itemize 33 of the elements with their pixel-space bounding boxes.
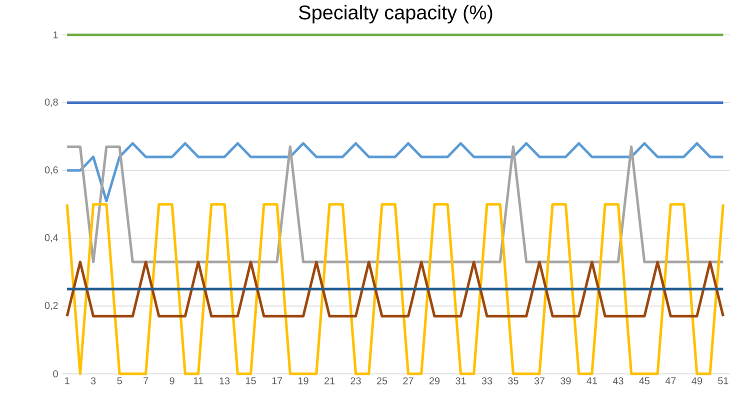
- x-tick-label: 51: [718, 377, 728, 384]
- x-tick-label: 39: [560, 377, 571, 384]
- x-tick-label: 21: [324, 377, 335, 384]
- x-tick-label: 17: [272, 377, 282, 384]
- x-tick-label: 27: [403, 377, 414, 384]
- x-tick-label: 19: [298, 377, 308, 384]
- x-tick-label: 43: [612, 377, 624, 384]
- y-tick-label: 0,4: [44, 234, 58, 242]
- x-tick-label: 3: [90, 377, 96, 384]
- x-tick-label: 7: [144, 377, 148, 384]
- x-tick-label: 35: [508, 377, 518, 384]
- x-tick-label: 49: [692, 377, 702, 384]
- y-tick-label: 0,6: [44, 166, 58, 175]
- x-tick-label: 47: [665, 377, 676, 384]
- x-tick-label: 31: [456, 377, 466, 384]
- x-tick-label: 11: [194, 377, 203, 384]
- y-tick-label: 1: [54, 32, 58, 38]
- x-tick-label: 37: [534, 377, 544, 384]
- y-tick-label: 0,2: [44, 302, 58, 310]
- x-tick-label: 33: [482, 377, 492, 384]
- x-tick-label: 41: [586, 377, 597, 384]
- x-tick-label: 25: [376, 377, 388, 384]
- x-tick-label: 29: [429, 377, 440, 384]
- x-tick-label: 9: [170, 377, 174, 384]
- x-tick-label: 13: [220, 377, 230, 384]
- x-tick-label: 23: [350, 377, 361, 384]
- y-tick-label: 0,8: [44, 98, 58, 107]
- y-tick-label: 0: [53, 370, 58, 378]
- x-tick-label: 5: [117, 377, 122, 384]
- x-tick-label: 15: [246, 377, 256, 384]
- x-tick-label: 45: [639, 377, 650, 384]
- chart-title: Specialty capacity (%): [298, 5, 492, 24]
- x-tick-label: 1: [65, 377, 70, 384]
